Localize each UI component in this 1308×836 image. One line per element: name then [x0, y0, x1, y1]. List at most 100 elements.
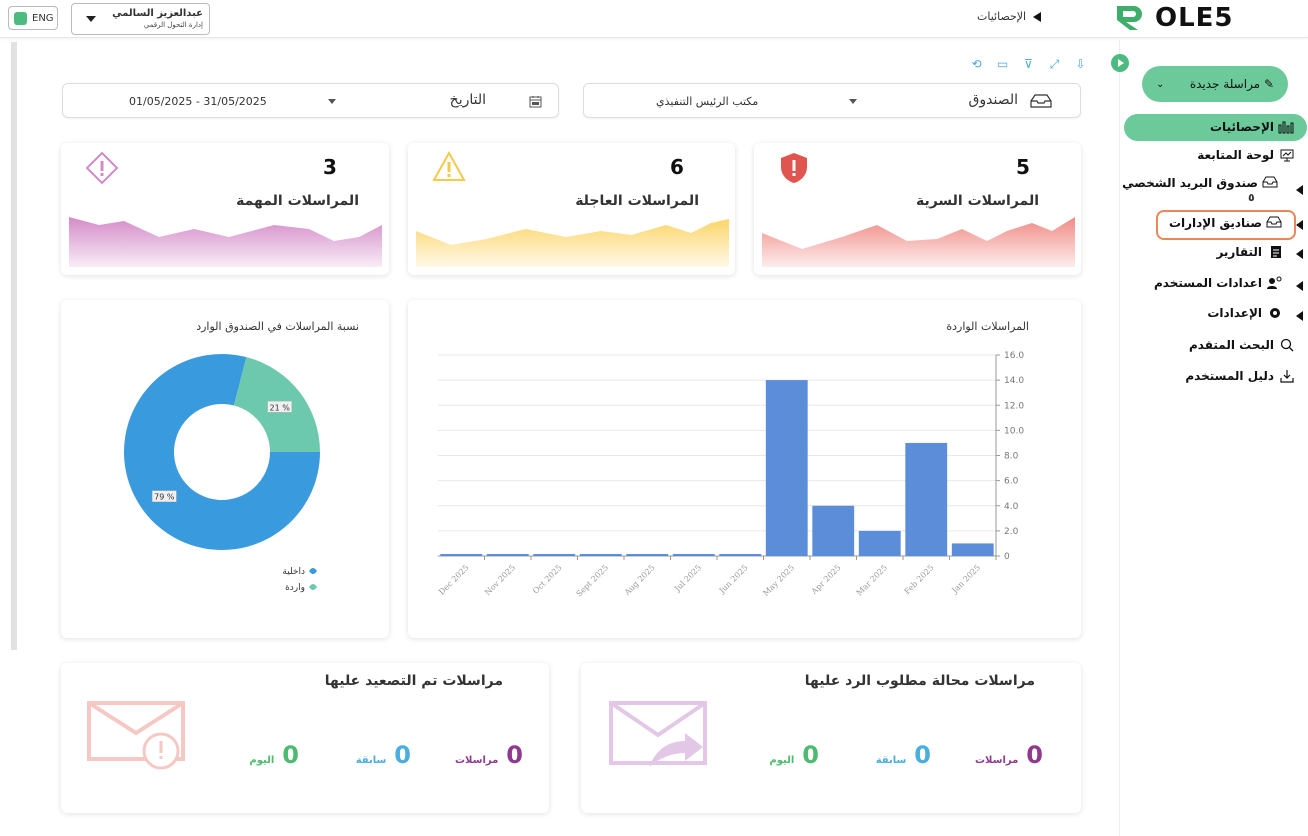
- y-tick-label: 4.0: [1004, 502, 1019, 512]
- user-menu[interactable]: عبدالعزيز السالمي إدارة التحول الرقمي: [71, 3, 210, 35]
- bar[interactable]: [765, 380, 808, 556]
- bar[interactable]: [626, 554, 669, 556]
- sidebar-item-label: البحث المتقدم: [1189, 338, 1274, 352]
- download-icon: [1280, 369, 1294, 383]
- pending-reply-card[interactable]: مراسلات محالة مطلوب الرد عليها 0 مراسلات…: [581, 663, 1081, 813]
- language-toggle[interactable]: ENG: [8, 6, 58, 30]
- language-label: ENG: [32, 12, 54, 24]
- envelope-alert-icon: [87, 701, 185, 770]
- stat-value: 5: [1016, 155, 1030, 179]
- expand-icon[interactable]: ⤢: [1049, 57, 1060, 71]
- sidebar-item-advanced-search[interactable]: البحث المتقدم: [1189, 338, 1294, 352]
- bar[interactable]: [858, 530, 901, 556]
- sidebar-item-reports[interactable]: التقارير: [1216, 245, 1282, 259]
- breadcrumb-arrow-icon: [1033, 11, 1042, 22]
- bar[interactable]: [533, 554, 576, 556]
- bar[interactable]: [905, 442, 948, 556]
- box-filter-value: مكتب الرئيس التنفيذي: [656, 95, 759, 108]
- warning-icon: [432, 150, 466, 186]
- expand-arrow-icon[interactable]: [1296, 185, 1303, 195]
- ratio-chart-card: نسبة المراسلات في الصندوق الوارد 79 % 21 …: [61, 300, 389, 638]
- metric-today: 0 اليوم: [249, 741, 299, 769]
- metric-previous: 0 سابقة: [876, 741, 931, 769]
- y-tick-label: 10.0: [1004, 426, 1024, 436]
- bar[interactable]: [579, 554, 622, 556]
- expand-arrow-icon[interactable]: [1296, 220, 1303, 230]
- export-icon[interactable]: ⇩: [1075, 57, 1086, 71]
- y-tick-label: 12.0: [1004, 401, 1024, 411]
- metric-total: 0 مراسلات: [455, 741, 523, 769]
- sidebar-item-label: اعدادات المستخدم: [1153, 276, 1262, 290]
- svg-text:79 %: 79 %: [154, 493, 175, 502]
- sidebar-item-statistics[interactable]: الإحصائيات: [1210, 120, 1294, 134]
- refresh-icon[interactable]: ⟲: [971, 57, 982, 71]
- user-name: عبدالعزيز السالمي: [112, 8, 203, 19]
- stat-card-urgent[interactable]: 6 المراسلات العاجلة: [408, 143, 735, 275]
- escalated-card[interactable]: مراسلات تم التصعيد عليها 0 مراسلات 0 ساب…: [61, 663, 549, 813]
- user-role: إدارة التحول الرقمي: [143, 21, 203, 29]
- sidebar-item-user-guide[interactable]: دليل المستخدم: [1185, 369, 1294, 383]
- sidebar-item-department-boxes[interactable]: صناديق الإدارات: [1169, 216, 1282, 230]
- x-tick-label: Jan 2025: [950, 563, 983, 596]
- calendar-icon: [529, 95, 542, 111]
- bar-chart: 0 2.0 4.0 6.0 8.0 10.0 12.0 14.0 16.0 Jan 2025 Feb…: [437, 351, 1024, 599]
- sidebar-item-label: دليل المستخدم: [1185, 369, 1274, 383]
- bar[interactable]: [440, 554, 483, 556]
- sparkline: [762, 217, 1075, 267]
- bar[interactable]: [719, 554, 762, 556]
- metric-label: مراسلات: [974, 755, 1019, 766]
- expand-arrow-icon[interactable]: [1296, 281, 1303, 291]
- x-tick-label: Dec 2025: [437, 563, 471, 597]
- search-icon: [1280, 338, 1294, 352]
- new-message-button[interactable]: ⌄ مراسلة جديدة ✎: [1142, 66, 1288, 102]
- nav-active-background: [1124, 114, 1307, 141]
- x-tick-label: Nov 2025: [483, 563, 517, 597]
- box-filter[interactable]: الصندوق مكتب الرئيس التنفيذي: [583, 83, 1081, 118]
- card-title: مراسلات محالة مطلوب الرد عليها: [804, 673, 1035, 689]
- inbox-icon: [1262, 176, 1278, 190]
- bar[interactable]: [486, 554, 529, 556]
- metric-value: 0: [506, 741, 523, 769]
- bar[interactable]: [951, 543, 994, 556]
- bar[interactable]: [672, 554, 715, 556]
- x-tick-label: Aug 2025: [622, 563, 657, 598]
- metric-label: سابقة: [875, 755, 907, 766]
- slice-label: 79 %: [152, 490, 177, 502]
- expand-arrow-icon[interactable]: [1296, 249, 1303, 259]
- breadcrumb: الإحصائيات: [977, 10, 1042, 23]
- inbox-icon: [1030, 94, 1052, 111]
- metric-label: سابقة: [355, 755, 387, 766]
- y-tick-label: 16.0: [1004, 351, 1024, 361]
- stat-card-important[interactable]: 3 المراسلات المهمة: [61, 143, 389, 275]
- stat-card-confidential[interactable]: 5 المراسلات السرية: [754, 143, 1081, 275]
- date-filter[interactable]: التاريخ 01/05/2025 - 31/05/2025: [62, 83, 559, 118]
- clear-filter-icon[interactable]: ⊽: [1024, 57, 1033, 71]
- metric-label: مراسلات: [454, 755, 499, 766]
- legend-label: داخلية: [282, 567, 305, 577]
- expand-arrow-icon[interactable]: [1296, 311, 1303, 321]
- y-tick-label: 2.0: [1004, 527, 1019, 537]
- inbox-icon: [1266, 216, 1282, 230]
- toggle-indicator-icon: [14, 11, 27, 25]
- toolbar: ⟲ ▭ ⊽ ⤢ ⇩: [968, 58, 1089, 71]
- sidebar-item-personal-inbox[interactable]: صندوق البريد الشخصي: [1122, 176, 1278, 190]
- logo-text: OLE5: [1155, 3, 1234, 33]
- scrollbar[interactable]: [11, 42, 17, 650]
- sidebar-item-dashboard[interactable]: لوحة المتابعة: [1197, 148, 1294, 162]
- date-filter-value: 01/05/2025 - 31/05/2025: [129, 95, 267, 108]
- sidebar-toggle-icon[interactable]: [1111, 54, 1129, 72]
- folder-open-icon[interactable]: ▭: [996, 57, 1009, 71]
- x-tick-label: May 2025: [761, 563, 796, 598]
- chevron-down-icon: [849, 99, 857, 104]
- bar[interactable]: [812, 505, 855, 556]
- sidebar-item-label: لوحة المتابعة: [1197, 148, 1274, 162]
- metric-total: 0 مراسلات: [975, 741, 1043, 769]
- logo-mark-icon: [1117, 6, 1142, 30]
- sidebar-item-user-settings[interactable]: اعدادات المستخدم: [1154, 276, 1282, 290]
- chevron-down-icon: [328, 99, 336, 104]
- sidebar-item-settings[interactable]: الإعدادات: [1207, 306, 1282, 320]
- sidebar: [1119, 40, 1308, 836]
- sparkline: [416, 219, 729, 267]
- metric-label: اليوم: [249, 755, 275, 766]
- top-bar: ENG عبدالعزيز السالمي إدارة التحول الرقم…: [0, 0, 1308, 38]
